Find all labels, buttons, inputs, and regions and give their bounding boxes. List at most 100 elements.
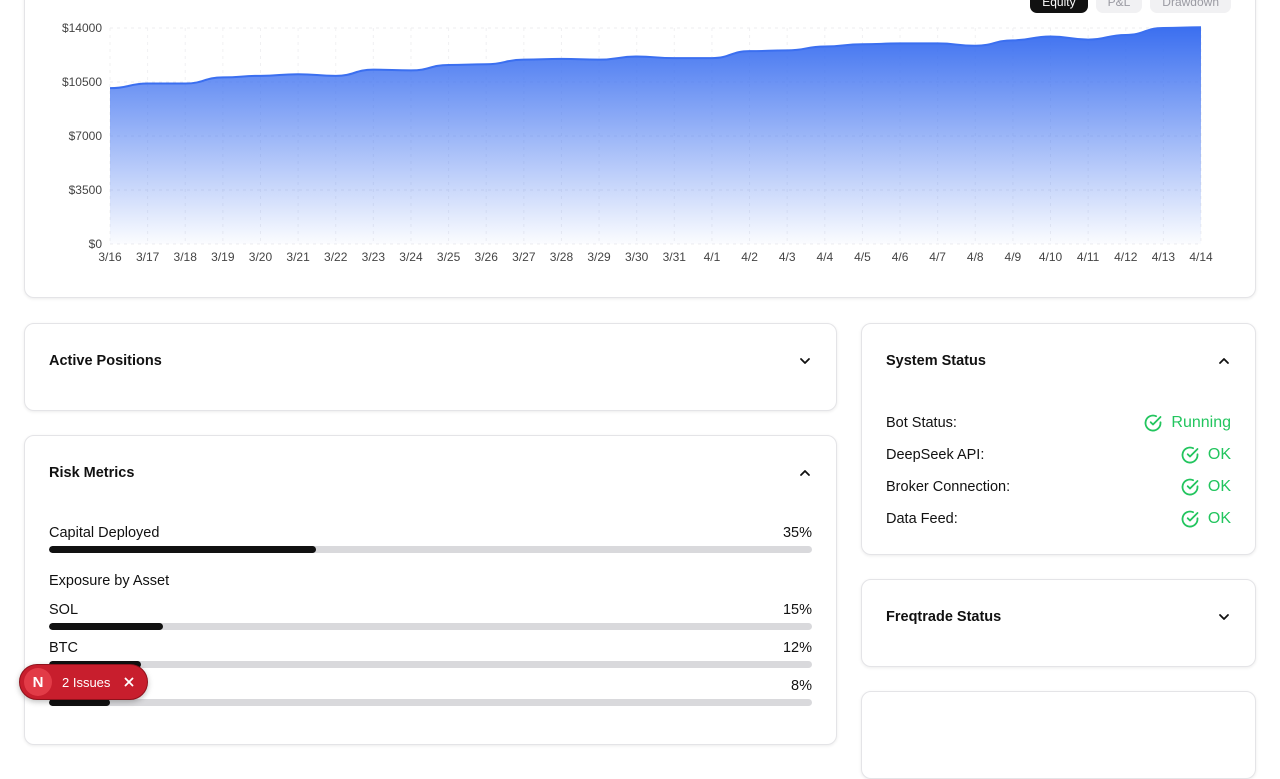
x-tick-label: 3/24	[399, 250, 423, 264]
risk-metrics-header[interactable]: Risk Metrics	[49, 436, 812, 510]
x-tick-label: 3/17	[136, 250, 160, 264]
x-tick-label: 3/29	[587, 250, 611, 264]
tab-drawdown[interactable]: Drawdown	[1150, 0, 1231, 13]
issues-badge[interactable]: N 2 Issues	[19, 664, 148, 700]
chevron-down-icon[interactable]	[1217, 610, 1231, 624]
tab-equity[interactable]: Equity	[1030, 0, 1087, 13]
status-value: OK	[1180, 477, 1231, 497]
x-tick-label: 4/5	[854, 250, 871, 264]
status-text: OK	[1208, 478, 1231, 496]
x-tick-label: 4/14	[1189, 250, 1213, 264]
x-tick-label: 3/23	[362, 250, 386, 264]
active-positions-header[interactable]: Active Positions	[49, 324, 812, 398]
y-tick-label: $0	[89, 237, 103, 251]
x-tick-label: 3/19	[211, 250, 235, 264]
issues-label[interactable]: 2 Issues	[62, 675, 110, 690]
x-tick-label: 4/4	[816, 250, 833, 264]
status-text: Running	[1171, 414, 1231, 432]
status-row-deepseek: DeepSeek API: OK	[886, 444, 1231, 466]
status-label: DeepSeek API:	[886, 447, 984, 463]
x-tick-label: 3/26	[475, 250, 499, 264]
x-tick-label: 3/20	[249, 250, 273, 264]
status-row-bot: Bot Status: Running	[886, 412, 1231, 434]
x-tick-label: 3/31	[663, 250, 687, 264]
asset-value: 12%	[783, 639, 812, 657]
capital-deployed-bar	[49, 546, 812, 553]
system-status-card: System Status Bot Status: Running DeepSe…	[861, 323, 1256, 555]
asset-value: 15%	[783, 601, 812, 619]
x-tick-label: 3/25	[437, 250, 461, 264]
risk-metrics-card: Risk Metrics Capital Deployed 35% Exposu…	[24, 435, 837, 745]
asset-bar-fill	[49, 699, 110, 706]
check-circle-icon	[1143, 413, 1163, 433]
asset-exposure-btc: BTC 12%	[49, 639, 812, 668]
x-tick-label: 4/8	[967, 250, 984, 264]
active-positions-title: Active Positions	[49, 353, 162, 369]
asset-label: SOL	[49, 601, 78, 619]
asset-bar	[49, 661, 812, 668]
active-positions-card: Active Positions	[24, 323, 837, 411]
status-label: Broker Connection:	[886, 479, 1010, 495]
status-value: OK	[1180, 445, 1231, 465]
status-label: Bot Status:	[886, 415, 957, 431]
status-value: Running	[1143, 413, 1231, 433]
risk-metrics-title: Risk Metrics	[49, 465, 134, 481]
exposure-title: Exposure by Asset	[49, 573, 169, 589]
x-tick-label: 3/30	[625, 250, 649, 264]
capital-deployed-label: Capital Deployed	[49, 524, 159, 542]
status-text: OK	[1208, 510, 1231, 528]
y-tick-label: $10500	[62, 75, 102, 89]
system-status-title: System Status	[886, 353, 986, 369]
x-tick-label: 4/3	[779, 250, 796, 264]
y-tick-label: $3500	[69, 183, 103, 197]
tab-pnl[interactable]: P&L	[1096, 0, 1143, 13]
status-label: Data Feed:	[886, 511, 958, 527]
x-tick-label: 3/27	[512, 250, 536, 264]
x-tick-label: 3/28	[550, 250, 574, 264]
y-tick-label: $7000	[69, 129, 103, 143]
asset-bar-fill	[49, 623, 163, 630]
capital-deployed-bar-fill	[49, 546, 316, 553]
status-row-datafeed: Data Feed: OK	[886, 508, 1231, 530]
asset-exposure-sol: SOL 15%	[49, 601, 812, 630]
next-panel-card	[861, 691, 1256, 779]
x-tick-label: 4/12	[1114, 250, 1138, 264]
check-circle-icon	[1180, 445, 1200, 465]
x-tick-label: 3/16	[98, 250, 122, 264]
y-tick-label: $14000	[62, 21, 102, 35]
close-icon[interactable]	[122, 675, 136, 689]
equity-area	[110, 27, 1201, 244]
x-tick-label: 4/6	[892, 250, 909, 264]
capital-deployed-metric: Capital Deployed 35%	[49, 524, 812, 553]
asset-label: BTC	[49, 639, 78, 657]
check-circle-icon	[1180, 509, 1200, 529]
x-tick-label: 4/7	[929, 250, 946, 264]
x-tick-label: 4/2	[741, 250, 758, 264]
chevron-up-icon[interactable]	[798, 466, 812, 480]
x-tick-label: 4/11	[1077, 250, 1100, 264]
chevron-down-icon[interactable]	[798, 354, 812, 368]
asset-bar	[49, 699, 812, 706]
asset-exposure-third: 8%	[49, 677, 812, 706]
freqtrade-status-title: Freqtrade Status	[886, 609, 1001, 625]
status-row-broker: Broker Connection: OK	[886, 476, 1231, 498]
x-tick-label: 4/1	[704, 250, 721, 264]
freqtrade-status-header[interactable]: Freqtrade Status	[886, 580, 1231, 654]
check-circle-icon	[1180, 477, 1200, 497]
x-tick-label: 4/9	[1005, 250, 1022, 264]
nextjs-logo[interactable]: N	[24, 668, 52, 696]
x-tick-label: 3/21	[286, 250, 310, 264]
x-tick-label: 4/13	[1152, 250, 1176, 264]
chevron-up-icon[interactable]	[1217, 354, 1231, 368]
chart-tabs: Equity P&L Drawdown	[1030, 0, 1231, 13]
system-status-header[interactable]: System Status	[886, 324, 1231, 398]
x-tick-label: 3/22	[324, 250, 348, 264]
asset-value: 8%	[791, 677, 812, 695]
capital-deployed-value: 35%	[783, 524, 812, 542]
status-value: OK	[1180, 509, 1231, 529]
x-tick-label: 4/10	[1039, 250, 1063, 264]
asset-bar	[49, 623, 812, 630]
freqtrade-status-card: Freqtrade Status	[861, 579, 1256, 667]
